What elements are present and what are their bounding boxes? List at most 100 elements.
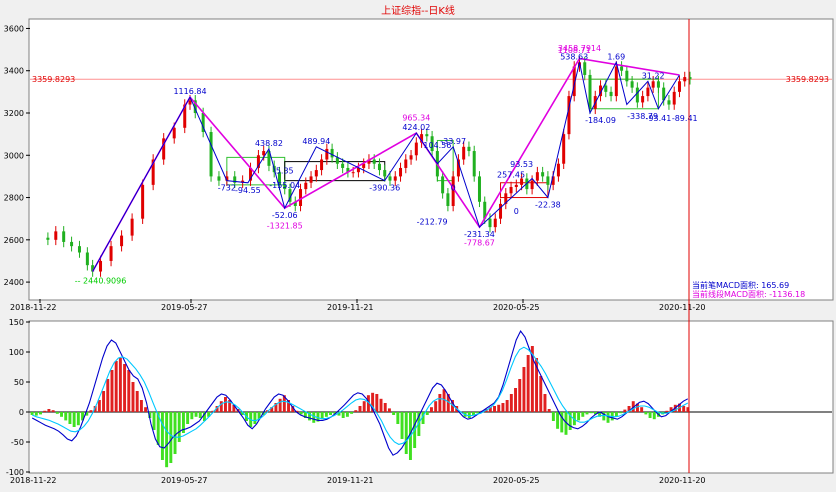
candle-body bbox=[625, 70, 629, 82]
macd-bar bbox=[358, 406, 362, 412]
annotation-label: 5.35 bbox=[276, 166, 294, 175]
macd-bar bbox=[144, 407, 148, 412]
macd-bar bbox=[514, 388, 518, 412]
candle-body bbox=[656, 81, 660, 88]
candle-body bbox=[446, 193, 450, 206]
x-tick-label: 2018-11-22 bbox=[10, 476, 57, 485]
y-tick-label: 0 bbox=[19, 408, 24, 417]
macd-bar bbox=[509, 394, 513, 412]
candle-body bbox=[367, 159, 371, 164]
macd-bar bbox=[539, 376, 543, 412]
macd-bar bbox=[202, 412, 206, 421]
candle-body bbox=[651, 81, 655, 88]
candle-body bbox=[283, 184, 287, 190]
macd-bar bbox=[118, 358, 122, 412]
candle-body bbox=[614, 66, 618, 97]
macd-bar bbox=[190, 412, 194, 420]
macd-bar bbox=[429, 407, 433, 412]
macd-bar bbox=[253, 412, 257, 424]
candle-body bbox=[483, 201, 487, 219]
candle-body bbox=[383, 170, 387, 177]
macd-bar bbox=[568, 412, 572, 430]
macd-bar bbox=[493, 406, 496, 412]
y-tick-label: -50 bbox=[11, 438, 24, 447]
candle-body bbox=[677, 81, 681, 92]
macd-bar bbox=[434, 401, 438, 412]
y-tick-label: 3400 bbox=[4, 67, 24, 76]
candle-body bbox=[662, 87, 666, 101]
candle-body bbox=[91, 265, 95, 272]
candle-body bbox=[304, 182, 308, 190]
candle-body bbox=[314, 170, 318, 177]
macd-bar bbox=[85, 412, 89, 416]
macd-bar bbox=[194, 412, 198, 417]
macd-bar bbox=[329, 412, 333, 415]
candle-body bbox=[183, 104, 187, 128]
macd-bar bbox=[257, 412, 261, 420]
candle-body bbox=[162, 138, 166, 160]
annotation-label: -1321.85 bbox=[267, 222, 303, 231]
candle-body bbox=[85, 252, 89, 266]
candle-body bbox=[451, 176, 455, 206]
candle-body bbox=[425, 134, 429, 137]
annotation-label: 489.94 bbox=[302, 137, 330, 146]
y-tick-label: 2400 bbox=[4, 278, 24, 287]
macd-bar bbox=[320, 412, 324, 420]
reference-line: 3359.8293 3359.8293 bbox=[30, 75, 832, 84]
macd-bar bbox=[110, 370, 114, 412]
candle-body bbox=[456, 159, 460, 177]
annotation-label: 257.45 bbox=[497, 171, 525, 180]
macd-bar bbox=[228, 400, 232, 412]
macd-bar bbox=[282, 395, 286, 412]
candle-body bbox=[77, 246, 81, 253]
candle-body bbox=[530, 180, 534, 190]
annotation-label: -22.38 bbox=[535, 201, 561, 210]
stroke-line bbox=[92, 60, 680, 272]
macd-bar bbox=[644, 412, 648, 415]
price-x-tick-labels: 2018-11-22 2019-05-27 2019-11-21 2020-05-25… bbox=[10, 299, 706, 312]
candle-body bbox=[567, 96, 571, 135]
macd-bar bbox=[614, 412, 618, 417]
macd-bar bbox=[564, 412, 568, 435]
candle-body bbox=[393, 176, 397, 181]
macd-bar bbox=[156, 412, 160, 445]
candle-body bbox=[467, 146, 471, 152]
candle-body bbox=[641, 96, 645, 103]
macd-bar bbox=[530, 346, 534, 412]
candle-body bbox=[472, 151, 476, 177]
macd-bar bbox=[81, 412, 85, 421]
y-tick-label: 150 bbox=[9, 318, 24, 327]
dea-line bbox=[31, 346, 689, 445]
annotation-label: 104.56 bbox=[423, 141, 451, 150]
candle-body bbox=[346, 167, 350, 173]
macd-bar bbox=[64, 412, 68, 421]
macd-x-tick-labels: 2018-11-22 2019-05-27 2019-11-21 2020-05-25… bbox=[10, 476, 706, 485]
macd-bar bbox=[354, 410, 358, 412]
candle-body bbox=[241, 180, 245, 183]
macd-bar bbox=[375, 394, 379, 412]
macd-bar bbox=[131, 382, 135, 412]
annotation-label: 1116.84 bbox=[173, 87, 206, 96]
macd-bar bbox=[291, 406, 295, 412]
y-tick-label: 50 bbox=[14, 378, 24, 387]
macd-bar bbox=[270, 407, 274, 412]
info-line: 当前线段MACD面积: -1136.18 bbox=[692, 289, 805, 299]
candle-body bbox=[420, 134, 424, 143]
macd-bar bbox=[497, 404, 501, 412]
macd-bar bbox=[278, 398, 282, 412]
candle-body bbox=[335, 157, 339, 164]
y-tick-label: 2800 bbox=[4, 194, 24, 203]
macd-bar bbox=[631, 401, 635, 412]
macd-bar bbox=[93, 406, 97, 412]
macd-bar bbox=[232, 404, 236, 412]
candle-body bbox=[233, 176, 237, 183]
macd-bar bbox=[526, 355, 530, 412]
macd-bar bbox=[34, 412, 38, 416]
macd-bar bbox=[224, 397, 227, 412]
x-tick-label: 2020-11-20 bbox=[659, 476, 706, 485]
macd-bar bbox=[316, 412, 320, 422]
price-annotations: 1116.84 -732 -94.55 438.82 5.35 -155.04 -52.06… bbox=[75, 44, 698, 286]
candle-body bbox=[572, 66, 576, 97]
